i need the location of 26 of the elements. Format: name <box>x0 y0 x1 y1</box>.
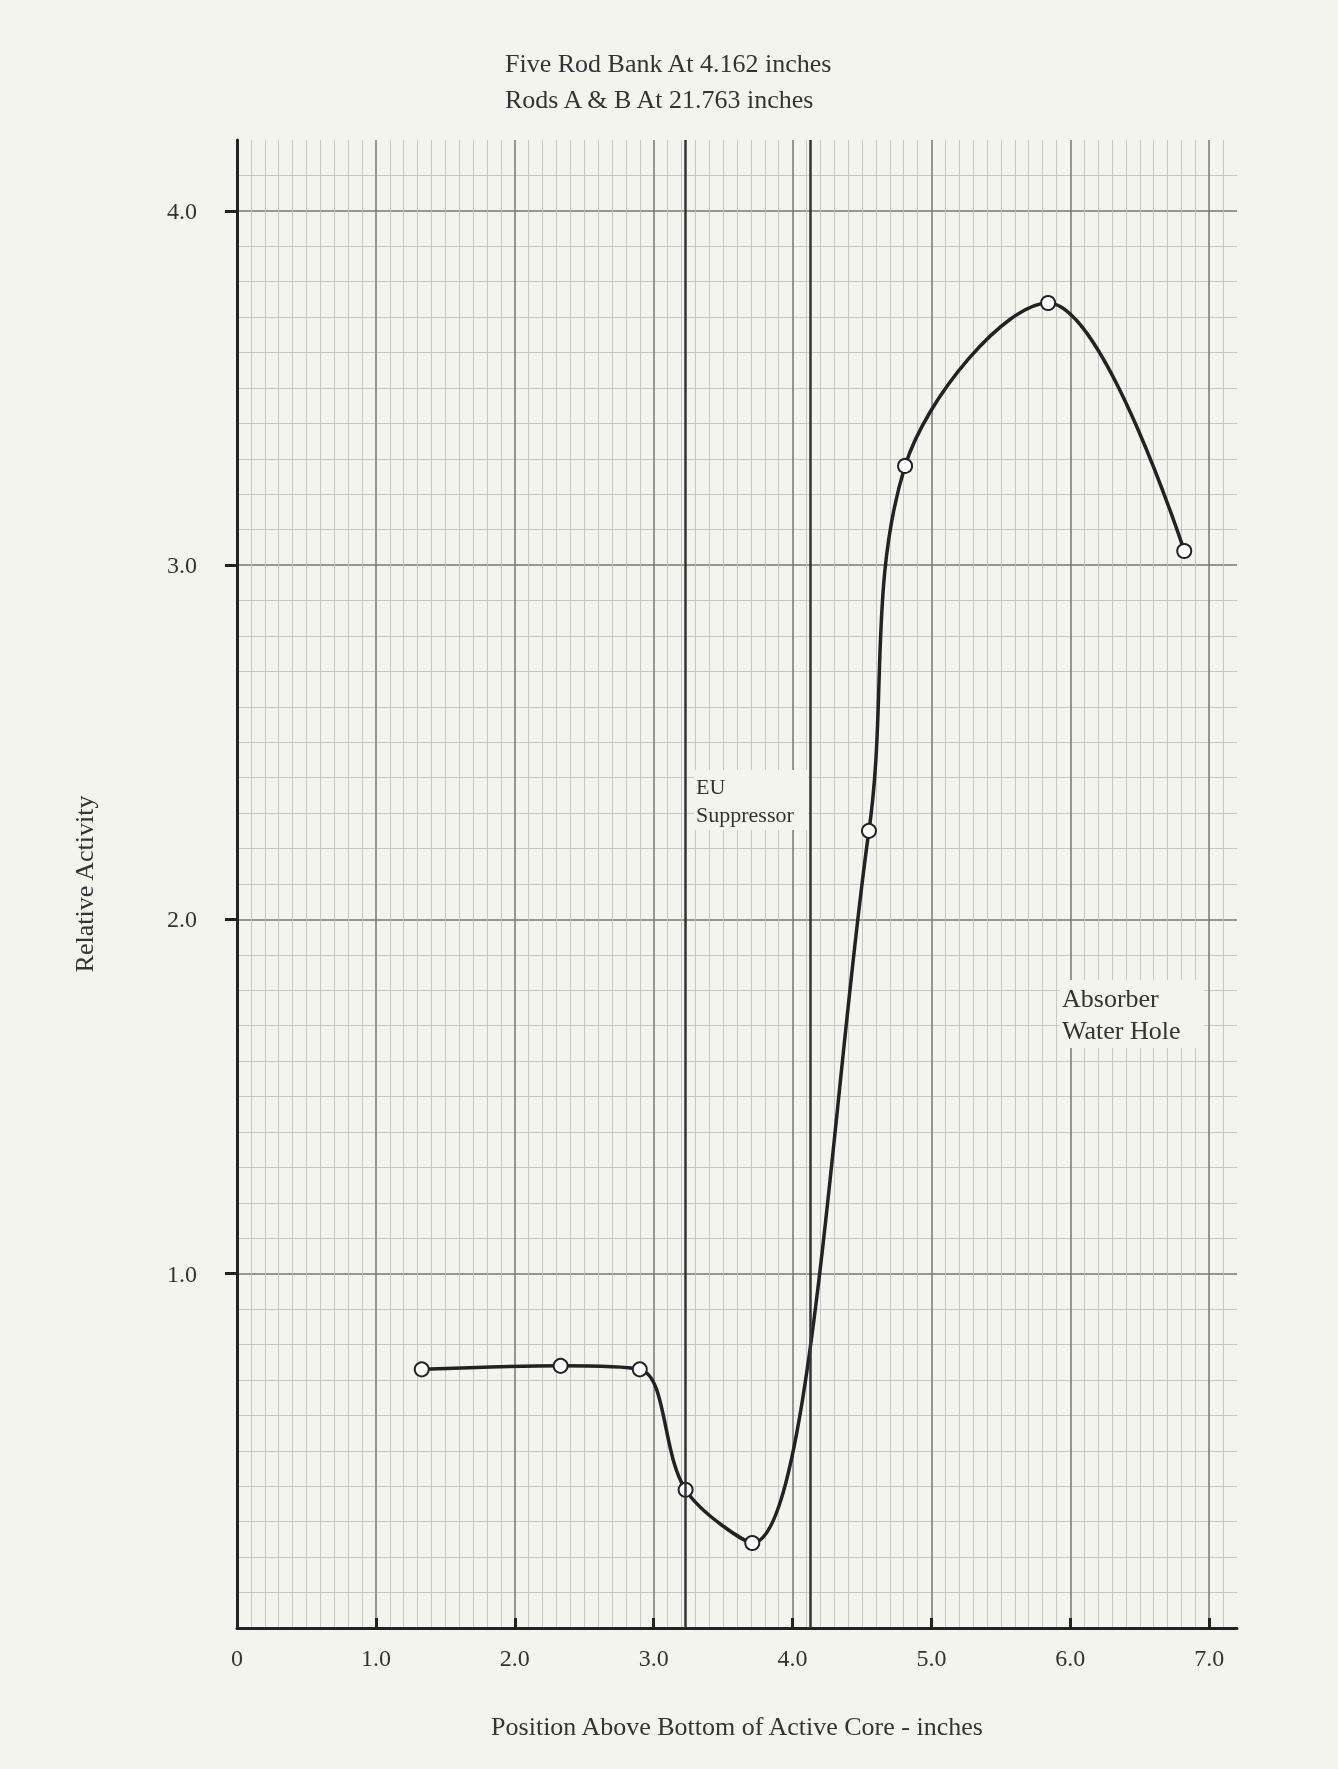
point <box>1040 294 1057 311</box>
point <box>413 1361 430 1378</box>
x-tick-label: 7.0 <box>1194 1645 1225 1671</box>
x-tick-label: 2.0 <box>499 1645 530 1671</box>
y-tick-label: 3.0 <box>167 552 197 579</box>
point <box>552 1357 569 1374</box>
chart-title: Five Rod Bank At 4.162 inches <box>505 48 832 78</box>
x-axis-title: Position Above Bottom of Active Core - inches <box>491 1711 983 1741</box>
annotation: EU Suppressor <box>696 773 795 827</box>
y-axis-title: Relative Activity <box>69 795 99 973</box>
y-tick-label: 1.0 <box>167 1260 197 1287</box>
point <box>631 1361 648 1378</box>
x-tick-label: 6.0 <box>1055 1645 1086 1671</box>
x-tick-label: 3.0 <box>638 1645 669 1671</box>
point <box>897 457 914 474</box>
point <box>744 1534 761 1551</box>
x-tick-label: 5.0 <box>916 1645 947 1671</box>
y-tick-label: 2.0 <box>167 906 197 933</box>
chart-subtitle: Rods A & B At 21.763 inches <box>505 84 814 114</box>
y-tick-label: 4.0 <box>167 197 197 224</box>
x-tick-label: 4.0 <box>777 1645 808 1671</box>
x-tick-label: 0 <box>231 1645 243 1671</box>
point <box>1176 542 1193 559</box>
annotation: Absorber Water Hole <box>1062 983 1181 1045</box>
x-tick-label: 1.0 <box>360 1645 391 1671</box>
point <box>860 822 877 839</box>
